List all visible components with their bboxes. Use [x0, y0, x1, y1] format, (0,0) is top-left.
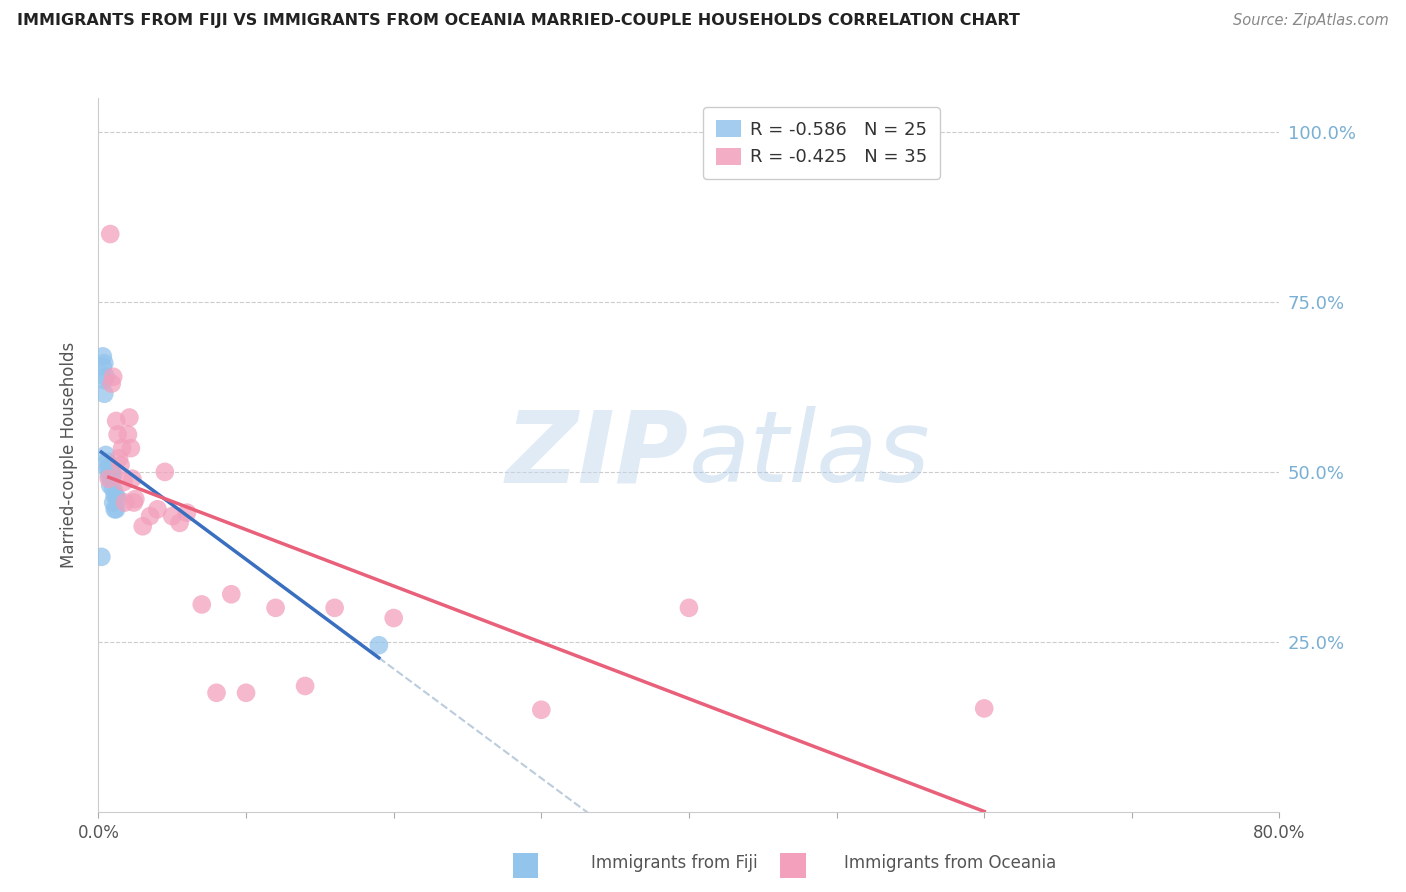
Point: [219, 587, 242, 601]
Point: [105, 414, 128, 428]
Point: [103, 468, 125, 483]
Legend: R = -0.586   N = 25, R = -0.425   N = 35: R = -0.586 N = 25, R = -0.425 N = 35: [703, 107, 939, 179]
Point: [104, 489, 127, 503]
Point: [103, 369, 125, 384]
Point: [122, 495, 145, 509]
Point: [100, 465, 122, 479]
Point: [111, 441, 134, 455]
Text: Immigrants from Fiji: Immigrants from Fiji: [591, 855, 758, 872]
Point: [191, 598, 214, 612]
Point: [678, 600, 700, 615]
Point: [105, 502, 128, 516]
Point: [124, 492, 146, 507]
Point: [104, 502, 127, 516]
Point: [97, 472, 120, 486]
Point: [368, 638, 391, 652]
Text: IMMIGRANTS FROM FIJI VS IMMIGRANTS FROM OCEANIA MARRIED-COUPLE HOUSEHOLDS CORREL: IMMIGRANTS FROM FIJI VS IMMIGRANTS FROM …: [17, 13, 1019, 29]
Point: [110, 458, 132, 472]
Point: [205, 686, 228, 700]
Point: [96, 461, 118, 475]
Point: [98, 465, 121, 479]
Point: [90, 549, 112, 564]
Point: [530, 703, 553, 717]
Point: [108, 451, 131, 466]
Point: [153, 465, 176, 479]
Point: [323, 600, 346, 615]
Point: [97, 468, 120, 483]
Point: [169, 516, 191, 530]
Point: [103, 495, 125, 509]
Point: [121, 472, 143, 486]
Point: [93, 356, 115, 370]
Point: [264, 600, 287, 615]
Point: [132, 519, 155, 533]
Point: [98, 478, 121, 492]
Point: [146, 502, 169, 516]
Point: [112, 475, 135, 489]
Point: [294, 679, 316, 693]
Point: [93, 373, 115, 387]
Point: [93, 386, 115, 401]
Point: [97, 461, 120, 475]
Point: [96, 455, 118, 469]
Point: [973, 701, 995, 715]
Point: [176, 506, 198, 520]
Text: Source: ZipAtlas.com: Source: ZipAtlas.com: [1233, 13, 1389, 29]
Point: [107, 427, 129, 442]
Point: [94, 448, 117, 462]
Text: atlas: atlas: [689, 407, 931, 503]
Point: [382, 611, 405, 625]
Point: [105, 489, 128, 503]
Point: [100, 376, 122, 391]
Point: [114, 495, 136, 509]
Y-axis label: Married-couple Households: Married-couple Households: [59, 342, 77, 568]
Point: [100, 472, 122, 486]
Point: [94, 369, 117, 384]
Text: ZIP: ZIP: [506, 407, 689, 503]
Point: [91, 350, 114, 364]
Point: [98, 227, 121, 241]
Text: Immigrants from Oceania: Immigrants from Oceania: [844, 855, 1056, 872]
Point: [235, 686, 257, 700]
Point: [117, 427, 139, 442]
Point: [91, 359, 114, 374]
Point: [107, 492, 129, 507]
Point: [118, 410, 141, 425]
Point: [103, 482, 125, 496]
Point: [120, 441, 142, 455]
Point: [139, 509, 162, 524]
Point: [162, 509, 183, 524]
